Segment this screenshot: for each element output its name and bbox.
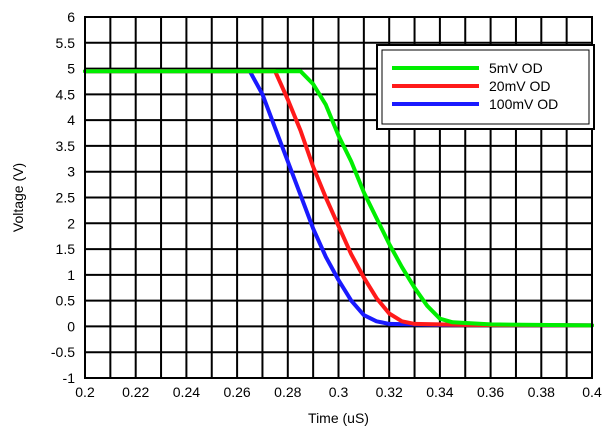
- x-tick-label: 0.38: [528, 384, 555, 400]
- x-tick-label: 0.32: [376, 384, 403, 400]
- series-line-100mv-od: [83, 69, 594, 328]
- series-line-20mv-od: [83, 69, 594, 328]
- x-axis-title: Time (uS): [308, 410, 369, 426]
- y-tick-label: 1: [67, 267, 75, 283]
- y-axis-ticks: -1 -0.5 0 0.5 1 1.5 2 2.5 3 3.5 4 4.5 5 5.5 6: [51, 9, 75, 386]
- legend-label: 100mV OD: [489, 96, 558, 112]
- y-tick-label: 5: [67, 61, 75, 77]
- x-tick-label: 0.3: [329, 384, 349, 400]
- x-tick-label: 0.4: [582, 384, 602, 400]
- y-tick-label: 0.5: [56, 293, 76, 309]
- y-tick-label: 2.5: [56, 190, 76, 206]
- series-lines: [83, 69, 594, 328]
- series-line-5mv-od: [83, 69, 594, 328]
- legend-label: 20mV OD: [489, 78, 550, 94]
- x-tick-label: 0.2: [75, 384, 95, 400]
- y-tick-label: 5.5: [56, 35, 76, 51]
- x-tick-label: 0.34: [426, 384, 453, 400]
- x-tick-label: 0.26: [223, 384, 250, 400]
- y-tick-label: 2: [67, 215, 75, 231]
- x-tick-label: 0.22: [122, 384, 149, 400]
- legend-label: 5mV OD: [489, 60, 543, 76]
- legend-inner-border: [381, 49, 590, 125]
- grid: [84, 16, 593, 379]
- y-tick-label: 4: [67, 112, 75, 128]
- x-tick-label: 0.24: [173, 384, 200, 400]
- y-tick-label: 4.5: [56, 86, 76, 102]
- y-tick-label: 1.5: [56, 241, 76, 257]
- y-tick-label: 6: [67, 9, 75, 25]
- x-tick-label: 0.36: [477, 384, 504, 400]
- y-tick-label: 3.5: [56, 138, 76, 154]
- y-tick-label: -1: [63, 370, 76, 386]
- legend: 5mV OD 20mV OD 100mV OD: [376, 44, 595, 130]
- y-tick-label: 0: [67, 318, 75, 334]
- y-tick-label: 3: [67, 164, 75, 180]
- x-axis-ticks: 0.2 0.22 0.24 0.26 0.28 0.3 0.32 0.34 0.36 0.38 0.…: [75, 384, 602, 400]
- plot-frame: [84, 16, 593, 379]
- y-tick-label: -0.5: [51, 344, 75, 360]
- y-axis-title: Voltage (V): [10, 163, 26, 232]
- x-tick-label: 0.28: [274, 384, 301, 400]
